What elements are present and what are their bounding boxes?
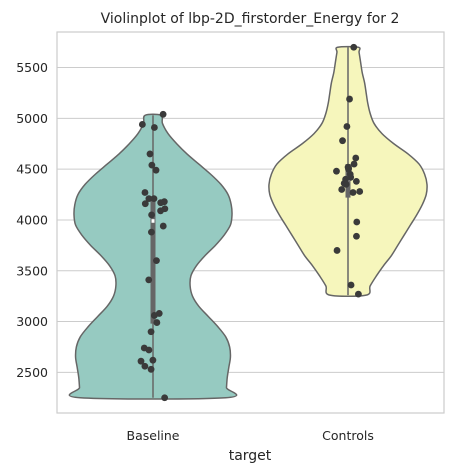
data-point [146, 150, 154, 158]
x-axis-label: target [229, 448, 272, 464]
data-point [333, 247, 341, 254]
data-point [157, 207, 164, 215]
data-point [350, 160, 358, 168]
data-point [141, 362, 149, 370]
data-point [150, 195, 158, 203]
data-point [145, 276, 153, 284]
data-point [159, 110, 167, 118]
data-point [349, 189, 357, 196]
data-point [150, 312, 158, 319]
data-point [141, 200, 149, 208]
data-point [148, 161, 156, 169]
data-point [141, 189, 149, 196]
data-point [151, 124, 158, 131]
y-tick-label: 3500 [16, 263, 48, 278]
y-tick-label: 3000 [16, 314, 48, 329]
y-tick-label: 5000 [16, 111, 48, 126]
data-point [157, 199, 165, 207]
data-point [342, 181, 350, 188]
data-point [353, 218, 361, 226]
data-point [147, 365, 155, 373]
plot-frame [56, 31, 445, 414]
y-tick-label: 4000 [16, 212, 48, 227]
data-point [161, 394, 169, 402]
x-tick-label: Controls [322, 428, 374, 443]
data-point [347, 281, 355, 289]
data-point [145, 346, 153, 354]
violins [68, 45, 428, 400]
data-point [148, 211, 156, 219]
x-tick-label: Baseline [127, 428, 180, 443]
data-point [338, 186, 346, 193]
data-point [346, 95, 353, 103]
data-point [153, 257, 160, 264]
data-point [352, 177, 360, 185]
data-point [147, 328, 155, 336]
data-point [152, 166, 160, 174]
data-point [339, 137, 346, 145]
data-point [159, 222, 167, 230]
data-point [137, 357, 145, 365]
y-tick-label: 5500 [16, 60, 48, 75]
data-point [153, 319, 161, 326]
data-point [350, 43, 358, 51]
data-point [138, 121, 146, 128]
y-tick-label: 4500 [16, 162, 48, 177]
y-tick-label: 2500 [16, 365, 48, 380]
data-point [148, 228, 155, 236]
data-point [352, 154, 360, 162]
data-point [145, 195, 153, 203]
axes: 2500 3000 3500 4000 4500 5000 5500 Baseline Cont… [16, 31, 445, 443]
strip-points [137, 43, 364, 402]
data-point [333, 167, 340, 175]
data-point [353, 232, 360, 240]
data-point [356, 188, 364, 195]
data-point [343, 123, 351, 130]
chart-title: Violinplot of lbp-2D_firstorder_Energy f… [101, 11, 400, 27]
data-point [355, 290, 362, 298]
data-point [149, 356, 157, 364]
